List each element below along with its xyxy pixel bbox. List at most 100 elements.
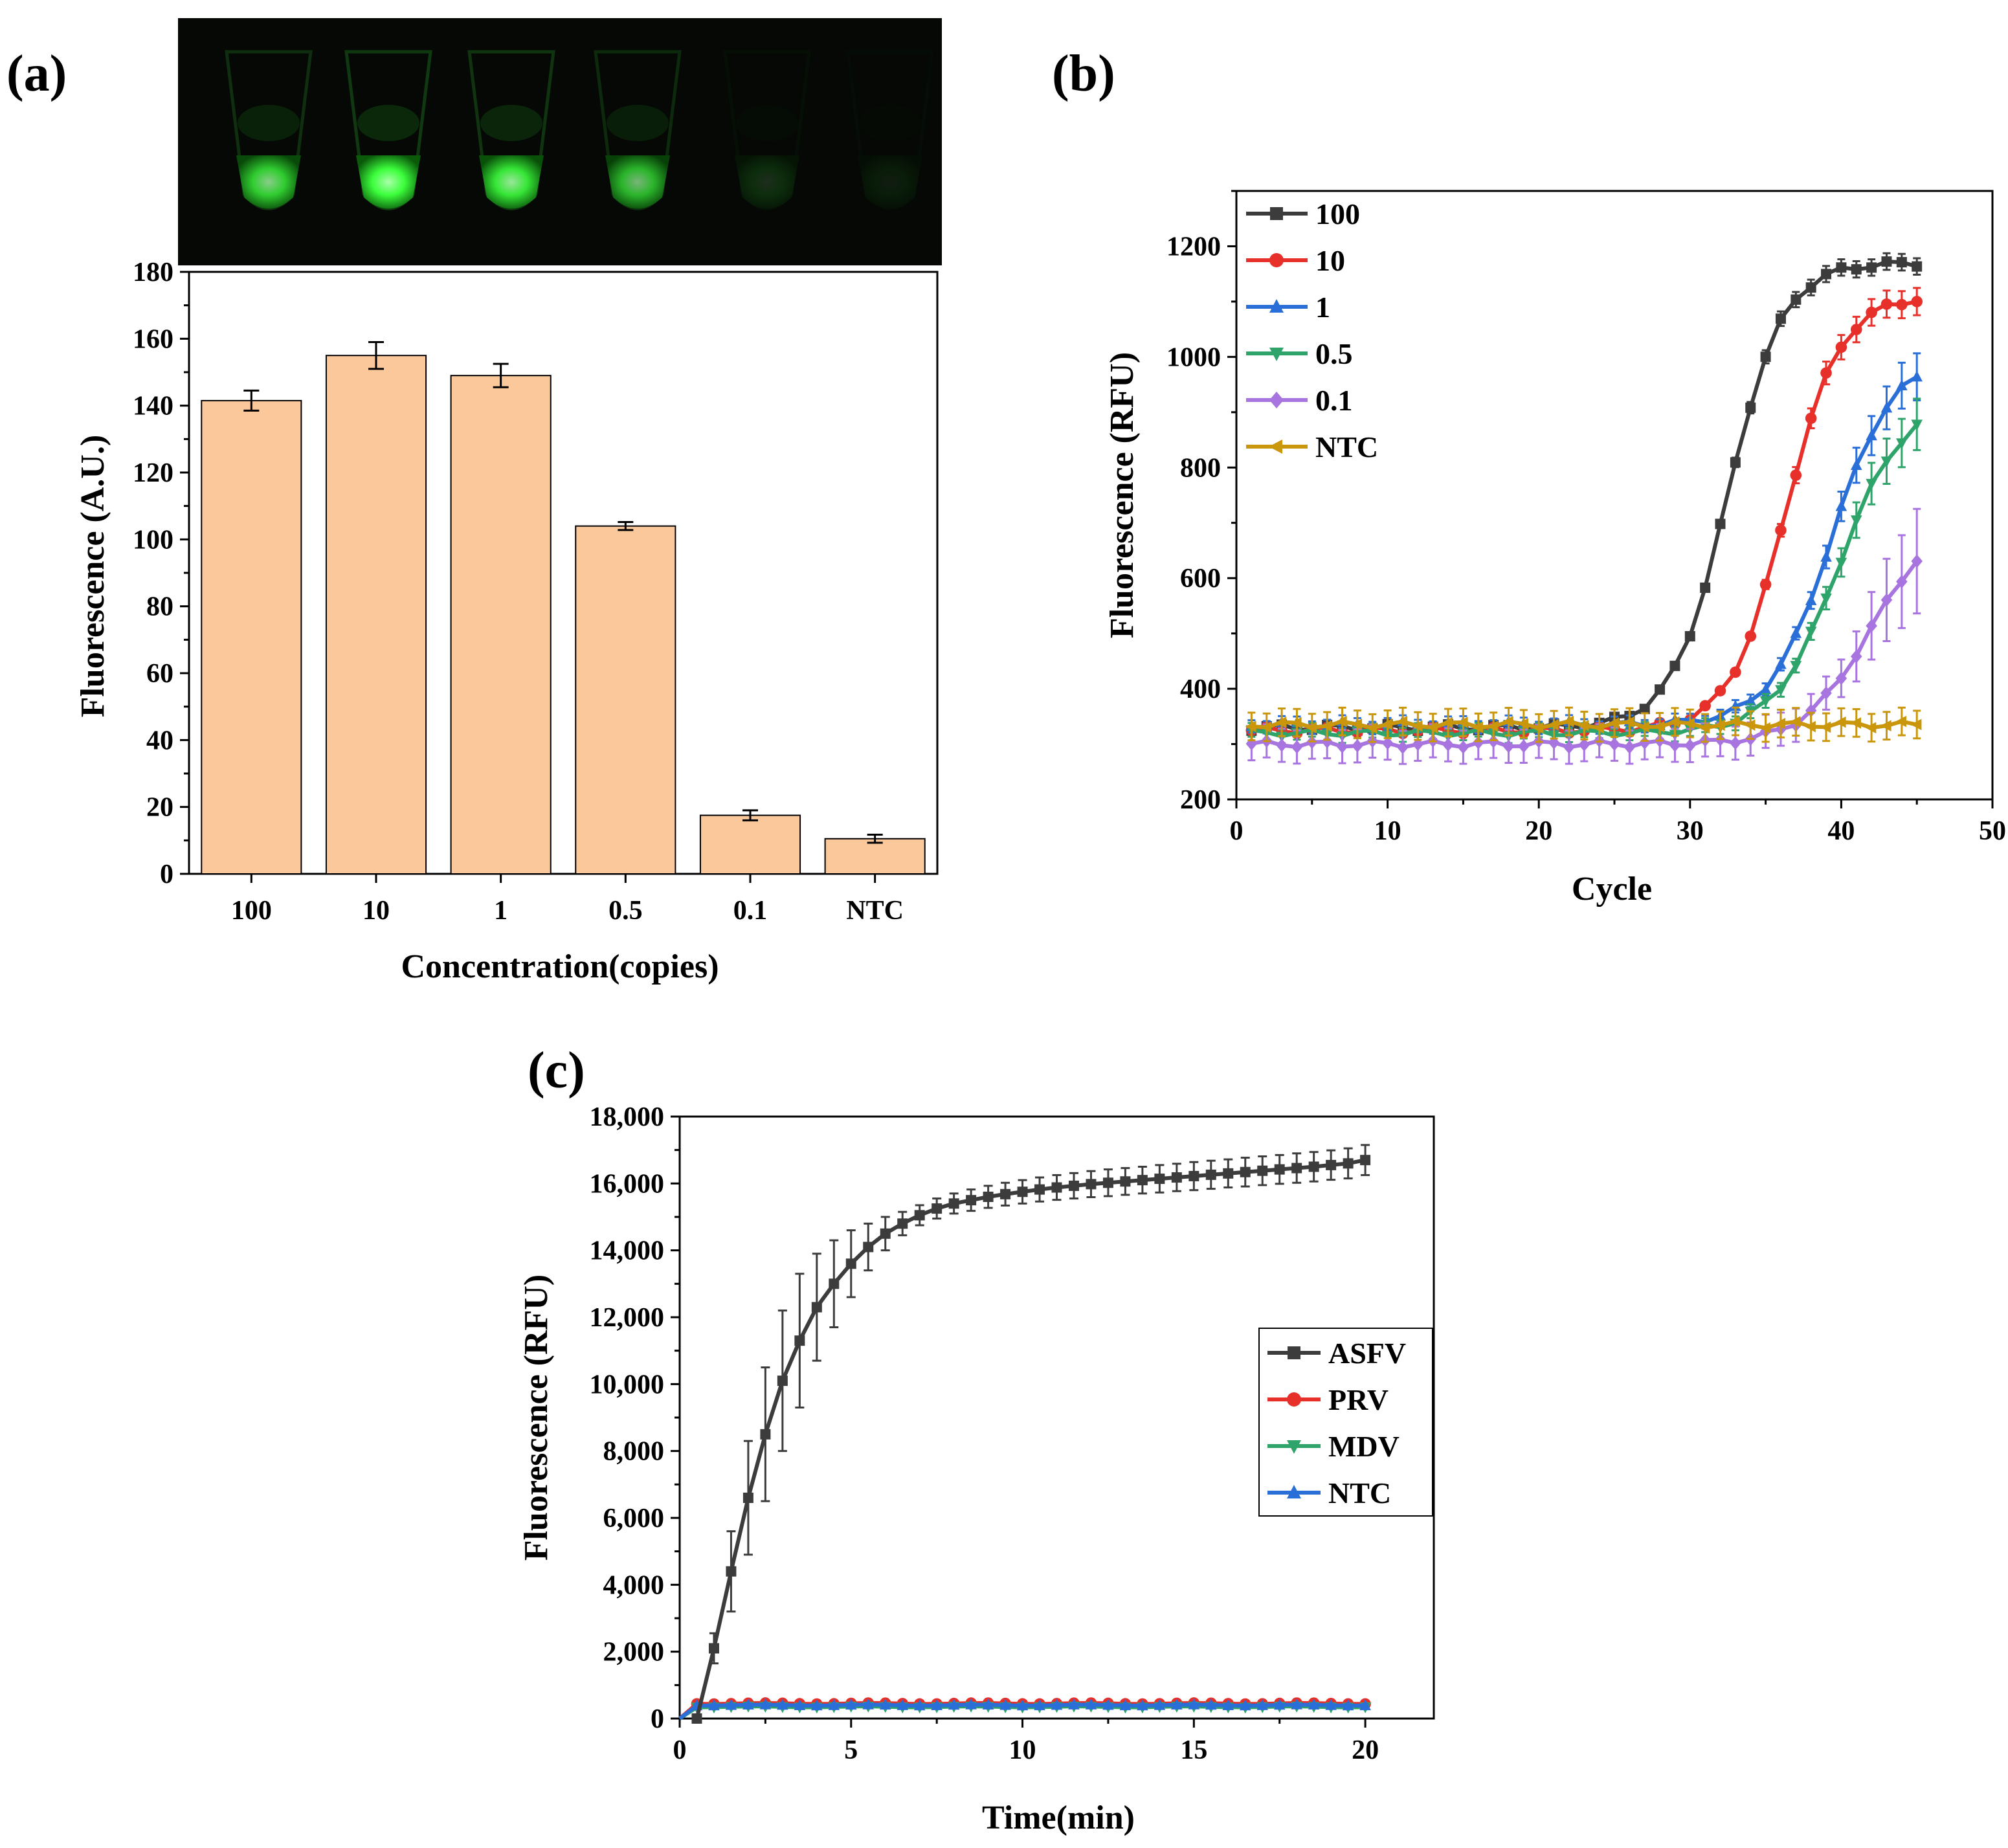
legend-marker — [1288, 1346, 1300, 1359]
chart-c-xtick-label: 20 — [1352, 1735, 1379, 1765]
chart-c-ytick-label: 12,000 — [590, 1303, 665, 1333]
data-point — [863, 1241, 874, 1252]
tube-0.1 — [723, 50, 811, 210]
data-point — [1306, 722, 1317, 733]
legend-item-ASFV: ASFV — [1267, 1337, 1406, 1370]
data-point — [1343, 1158, 1354, 1169]
data-point — [794, 1699, 806, 1711]
data-point — [1759, 696, 1772, 707]
chart-b-xtick-label: 10 — [1374, 816, 1401, 846]
data-point — [1608, 717, 1620, 729]
bar-0.1 — [699, 814, 801, 875]
data-point — [1260, 721, 1271, 733]
data-point — [1774, 718, 1786, 729]
chart-b-ytick-label: 400 — [1180, 674, 1221, 704]
data-point — [1547, 718, 1559, 731]
data-point — [1805, 282, 1816, 293]
data-point — [897, 1218, 908, 1229]
data-point — [1835, 716, 1846, 728]
data-point — [1578, 738, 1590, 751]
chart-a-ytick-label: 0 — [160, 860, 173, 889]
data-point — [1910, 718, 1922, 731]
data-point — [880, 1228, 891, 1239]
data-point — [1578, 720, 1589, 731]
data-point — [1222, 1699, 1234, 1710]
data-point — [1896, 298, 1908, 311]
chart-a-xtick-label: 1 — [494, 896, 508, 926]
data-point — [1820, 367, 1832, 379]
data-point — [1411, 720, 1423, 732]
photo-background — [178, 18, 942, 265]
data-point — [1805, 704, 1817, 718]
data-point — [726, 1566, 737, 1577]
data-point — [1502, 716, 1513, 728]
chart-c-ytick-label: 14,000 — [590, 1236, 665, 1266]
data-point — [1360, 1155, 1371, 1166]
data-point — [1805, 594, 1817, 605]
data-point — [777, 1375, 788, 1386]
legend-marker — [1287, 1485, 1301, 1498]
data-point — [1896, 575, 1908, 588]
errorbar-NTC — [867, 834, 883, 844]
data-point — [1699, 700, 1711, 712]
data-point — [948, 1198, 959, 1209]
legend-label-100: 100 — [1315, 197, 1360, 230]
chart-b-ytick-label: 1000 — [1166, 342, 1221, 372]
data-point — [1623, 740, 1636, 754]
line-ASFV — [695, 1158, 1366, 1719]
data-point — [966, 1195, 977, 1206]
legend-marker — [1287, 1440, 1301, 1454]
line-chart-c: 0 5 10 15 20 0 2,000 4,000 6,000 8,000 10,000 12,00… — [590, 1102, 1435, 1765]
data-point — [1472, 735, 1484, 750]
chart-a-xtick-label: 10 — [363, 896, 390, 926]
errorbar-0.5 — [618, 520, 634, 531]
data-point — [1256, 1699, 1269, 1710]
errorbar-0.1 — [742, 809, 758, 821]
legend-marker — [1287, 1392, 1301, 1407]
data-point — [1291, 1163, 1302, 1174]
data-point — [1472, 721, 1483, 733]
data-point — [1775, 313, 1786, 324]
legend-item-NTC: NTC — [1246, 430, 1378, 463]
data-point — [1835, 557, 1847, 569]
chart-b-xlabel: Cycle — [1572, 871, 1652, 907]
data-point — [1240, 1166, 1251, 1177]
chart-a-ytick-label: 20 — [146, 793, 173, 823]
data-point — [845, 1698, 857, 1710]
series-100 — [1246, 252, 1923, 736]
data-point — [1188, 1170, 1199, 1181]
errorbar-100 — [243, 389, 260, 412]
data-point — [1487, 720, 1499, 733]
data-point — [1835, 500, 1847, 511]
data-point — [1700, 582, 1711, 593]
data-point — [1051, 1698, 1063, 1710]
data-point — [1308, 1161, 1319, 1172]
data-point — [1866, 478, 1877, 490]
data-point — [708, 1643, 719, 1654]
chart-c-xlabel: Time(min) — [982, 1799, 1135, 1836]
data-point — [1321, 720, 1332, 732]
data-point — [1274, 1164, 1285, 1175]
bar-10 — [325, 355, 427, 874]
data-point — [1257, 1165, 1268, 1176]
data-point — [777, 1698, 788, 1710]
data-point — [1745, 402, 1756, 413]
chart-a-xtick-label: 0.1 — [733, 896, 768, 926]
chart-c-ylabel: Fluorescence (RFU) — [518, 1275, 555, 1561]
bar-100 — [201, 399, 302, 874]
data-point — [1336, 740, 1348, 753]
data-point — [1730, 666, 1741, 678]
fluorescence-tubes-photo — [178, 18, 942, 265]
data-point — [1396, 715, 1408, 728]
data-point — [1351, 718, 1363, 730]
legend-marker — [1270, 207, 1283, 220]
data-point — [1245, 720, 1256, 733]
line-1 — [1251, 375, 1918, 730]
data-point — [1653, 721, 1665, 733]
chart-b-ytick-label: 800 — [1180, 453, 1221, 483]
data-point — [1518, 739, 1530, 753]
chart-b-ytick-label: 600 — [1180, 564, 1221, 594]
data-point — [931, 1699, 943, 1711]
data-point — [1835, 671, 1847, 685]
